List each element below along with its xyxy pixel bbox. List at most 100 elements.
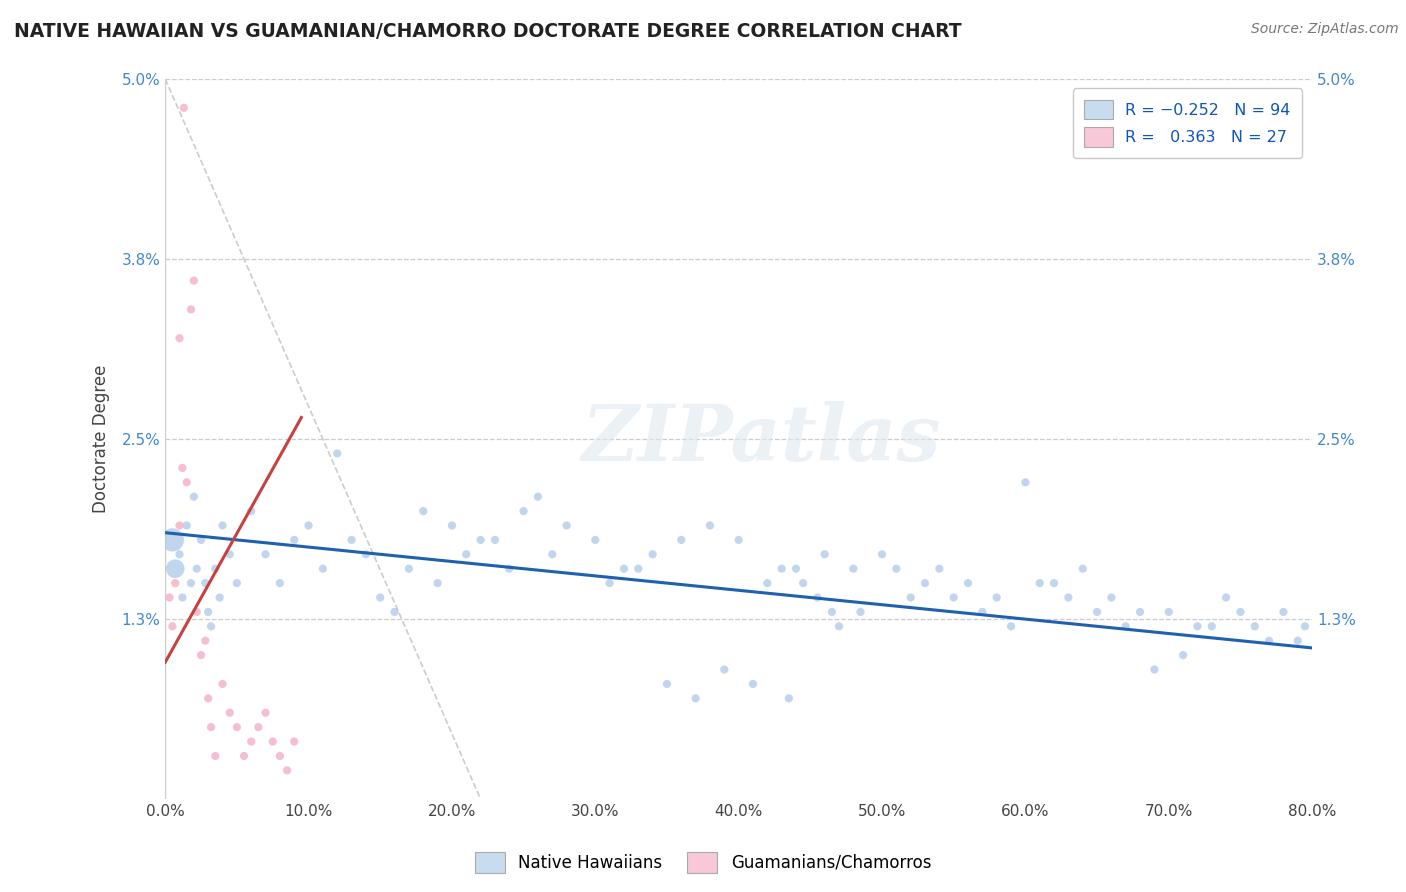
- Point: [180, 302, 202, 317]
- Point: [1201, 619, 1223, 633]
- Point: [340, 533, 363, 547]
- Point: [186, 605, 208, 619]
- Y-axis label: Doctorate Degree: Doctorate Degree: [93, 365, 110, 513]
- Point: [233, 748, 256, 763]
- Point: [842, 562, 865, 576]
- Point: [1294, 619, 1316, 633]
- Point: [1286, 633, 1309, 648]
- Text: NATIVE HAWAIIAN VS GUAMANIAN/CHAMORRO DOCTORATE DEGREE CORRELATION CHART: NATIVE HAWAIIAN VS GUAMANIAN/CHAMORRO DO…: [14, 22, 962, 41]
- Point: [262, 734, 284, 748]
- Point: [1099, 591, 1122, 605]
- Point: [886, 562, 908, 576]
- Point: [1014, 475, 1036, 490]
- Point: [814, 547, 837, 561]
- Point: [1171, 648, 1194, 662]
- Point: [713, 663, 735, 677]
- Point: [1229, 605, 1251, 619]
- Point: [778, 691, 800, 706]
- Point: [440, 518, 463, 533]
- Point: [1272, 605, 1295, 619]
- Point: [197, 691, 219, 706]
- Point: [269, 748, 291, 763]
- Point: [190, 533, 212, 547]
- Point: [900, 591, 922, 605]
- Point: [254, 547, 277, 561]
- Point: [183, 274, 205, 288]
- Point: [247, 720, 270, 734]
- Point: [727, 533, 749, 547]
- Point: [172, 461, 194, 475]
- Point: [742, 677, 765, 691]
- Point: [583, 533, 606, 547]
- Point: [849, 605, 872, 619]
- Point: [208, 591, 231, 605]
- Legend: Native Hawaiians, Guamanians/Chamorros: Native Hawaiians, Guamanians/Chamorros: [468, 846, 938, 880]
- Point: [240, 504, 263, 518]
- Text: ZIPatlas: ZIPatlas: [582, 401, 941, 477]
- Point: [283, 533, 305, 547]
- Point: [211, 677, 233, 691]
- Point: [1243, 619, 1265, 633]
- Point: [297, 518, 319, 533]
- Point: [914, 576, 936, 591]
- Point: [412, 504, 434, 518]
- Point: [1157, 605, 1180, 619]
- Point: [269, 576, 291, 591]
- Point: [599, 576, 621, 591]
- Point: [1028, 576, 1050, 591]
- Point: [169, 518, 191, 533]
- Point: [828, 619, 851, 633]
- Point: [1129, 605, 1152, 619]
- Point: [699, 518, 721, 533]
- Point: [176, 518, 198, 533]
- Point: [225, 720, 247, 734]
- Point: [821, 605, 844, 619]
- Point: [470, 533, 492, 547]
- Point: [312, 562, 335, 576]
- Point: [655, 677, 678, 691]
- Point: [426, 576, 449, 591]
- Point: [1071, 562, 1094, 576]
- Point: [1057, 591, 1080, 605]
- Point: [1258, 633, 1281, 648]
- Point: [186, 562, 208, 576]
- Point: [180, 576, 202, 591]
- Point: [194, 633, 217, 648]
- Point: [613, 562, 636, 576]
- Point: [162, 533, 184, 547]
- Point: [200, 720, 222, 734]
- Point: [204, 562, 226, 576]
- Legend: R = −0.252   N = 94, R =   0.363   N = 27: R = −0.252 N = 94, R = 0.363 N = 27: [1073, 88, 1302, 158]
- Point: [368, 591, 391, 605]
- Point: [870, 547, 893, 561]
- Point: [169, 331, 191, 345]
- Point: [225, 576, 247, 591]
- Point: [512, 504, 534, 518]
- Point: [942, 591, 965, 605]
- Point: [159, 591, 181, 605]
- Point: [173, 101, 195, 115]
- Point: [194, 576, 217, 591]
- Point: [986, 591, 1008, 605]
- Point: [756, 576, 779, 591]
- Point: [172, 591, 194, 605]
- Point: [541, 547, 564, 561]
- Point: [928, 562, 950, 576]
- Point: [1115, 619, 1137, 633]
- Point: [218, 706, 240, 720]
- Point: [1187, 619, 1209, 633]
- Point: [162, 619, 184, 633]
- Point: [1215, 591, 1237, 605]
- Point: [555, 518, 578, 533]
- Point: [283, 734, 305, 748]
- Point: [165, 562, 187, 576]
- Text: Source: ZipAtlas.com: Source: ZipAtlas.com: [1251, 22, 1399, 37]
- Point: [326, 446, 349, 460]
- Point: [165, 576, 187, 591]
- Point: [1043, 576, 1066, 591]
- Point: [254, 706, 277, 720]
- Point: [498, 562, 520, 576]
- Point: [806, 591, 828, 605]
- Point: [484, 533, 506, 547]
- Point: [1143, 663, 1166, 677]
